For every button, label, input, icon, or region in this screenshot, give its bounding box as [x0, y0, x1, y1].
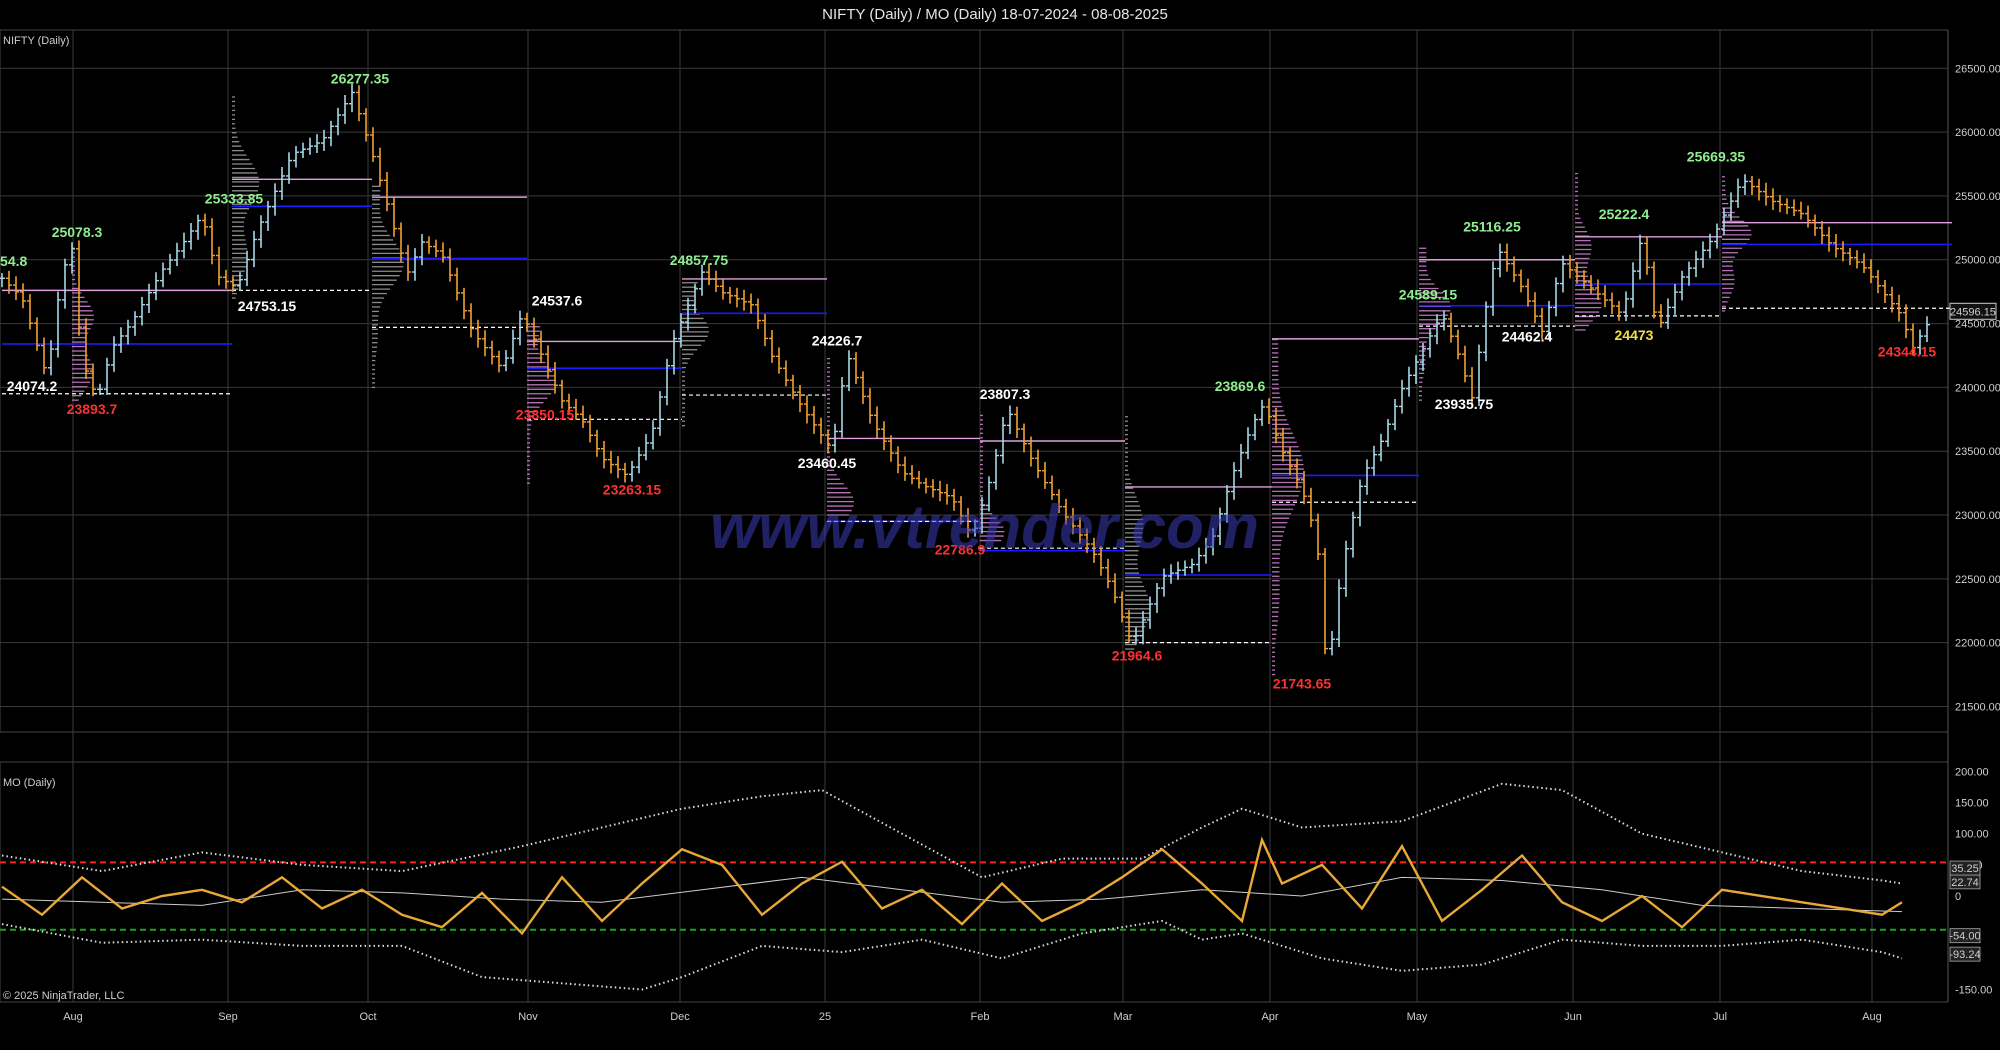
upper-envelope — [1, 782, 1903, 885]
watermark: www.vtrender.com — [710, 493, 1259, 562]
price-labels: 24854.8 25078.3 24074.2 23893.7 26277.35 2533… — [0, 71, 1936, 692]
price-label: 23869.6 — [1215, 378, 1266, 394]
price-label: 21743.65 — [1273, 676, 1332, 692]
price-label: 24074.2 — [7, 378, 58, 394]
price-label: 24226.7 — [812, 332, 863, 348]
volume-profiles — [72, 96, 1752, 676]
price-tick-label: 24000.00 — [1955, 382, 2000, 394]
month-label: Mar — [1114, 1011, 1133, 1023]
price-tick-label: 24500.00 — [1955, 319, 2000, 331]
price-axis: 21500.00 22000.00 22500.00 23000.00 23500.00… — [1949, 63, 2000, 713]
month-label: May — [1407, 1011, 1428, 1023]
price-label: 24854.8 — [0, 253, 28, 269]
lower-envelope — [1, 919, 1903, 991]
month-label: Dec — [670, 1011, 690, 1023]
month-label: Nov — [518, 1011, 538, 1023]
current-price-box — [1949, 302, 1997, 320]
mid-line — [1, 876, 1903, 913]
osc-tick-label: 100.00 — [1955, 829, 1989, 841]
price-label: 24753.15 — [238, 298, 297, 314]
price-panel-label: NIFTY (Daily) — [3, 35, 69, 47]
grid: Aug Sep Oct Nov Dec 25 Feb Mar Apr May Jun Jul Aug — [0, 29, 1949, 1023]
price-label: 21964.6 — [1112, 648, 1163, 664]
price-label: 26277.35 — [331, 71, 390, 87]
copyright: © 2025 NinjaTrader, LLC — [3, 990, 124, 1002]
month-label: Feb — [971, 1011, 990, 1023]
price-label: 25669.35 — [1687, 148, 1746, 164]
osc-panel-label: MO (Daily) — [3, 777, 56, 789]
month-label: Sep — [218, 1011, 238, 1023]
month-label: Aug — [1862, 1011, 1882, 1023]
price-label: 24857.75 — [670, 252, 729, 268]
oscillator-panel: 200.00150.00100.0050.000-150.0022.7435.2… — [0, 766, 1992, 997]
price-tick-label: 26000.00 — [1955, 127, 2000, 139]
level-lines — [2, 178, 1952, 644]
osc-tick-label: 200.00 — [1955, 766, 1989, 778]
month-label: Oct — [359, 1011, 376, 1023]
month-label: 25 — [819, 1011, 831, 1023]
price-tick-label: 22000.00 — [1955, 638, 2000, 650]
chart-title: NIFTY (Daily) / MO (Daily) 18-07-2024 - … — [822, 6, 1168, 23]
osc-value-label: -93.24 — [1949, 949, 1980, 961]
price-tick-label: 25500.00 — [1955, 191, 2000, 203]
price-tick-label: 26500.00 — [1955, 63, 2000, 75]
price-label: 24344.15 — [1878, 344, 1937, 360]
price-frame — [0, 29, 1949, 733]
osc-value-box — [1949, 860, 1981, 876]
price-tick-label: 23000.00 — [1955, 510, 2000, 522]
price-label: 24589.15 — [1399, 286, 1458, 302]
price-tick-label: 22500.00 — [1955, 574, 2000, 586]
osc-tick-label: -150.00 — [1955, 985, 1992, 997]
price-label: 25222.4 — [1599, 206, 1650, 222]
month-label: Aug — [63, 1011, 83, 1023]
price-label: 24462.4 — [1502, 328, 1553, 344]
price-label: 24537.6 — [532, 293, 583, 309]
osc-value-label: -54.00 — [1949, 931, 1980, 943]
price-label: 23850.15 — [516, 406, 575, 422]
price-label: 25333.85 — [205, 191, 264, 207]
price-label: 23893.7 — [67, 401, 118, 417]
mo-line — [1, 836, 1903, 936]
osc-frame — [0, 761, 1949, 1003]
price-label: 23460.45 — [798, 455, 857, 471]
price-label: 22786.9 — [935, 542, 986, 558]
price-bars — [0, 83, 1930, 656]
month-label: Jun — [1564, 1011, 1582, 1023]
osc-value-box — [1949, 946, 1981, 962]
price-label: 24473 — [1615, 327, 1654, 343]
price-label: 23807.3 — [980, 386, 1031, 402]
price-label: 23935.75 — [1435, 396, 1494, 412]
price-label: 25116.25 — [1463, 219, 1521, 235]
price-tick-label: 23500.00 — [1955, 446, 2000, 458]
osc-value-box — [1949, 928, 1981, 944]
osc-value-label: 35.25 — [1951, 863, 1979, 875]
current-price-label: 24596.15 — [1950, 306, 1996, 318]
osc-tick-label: 150.00 — [1955, 798, 1989, 810]
month-label: Apr — [1261, 1011, 1278, 1023]
osc-tick-label: 0 — [1955, 891, 1961, 903]
price-tick-label: 25000.00 — [1955, 255, 2000, 267]
price-tick-label: 21500.00 — [1955, 701, 2000, 713]
month-label: Jul — [1713, 1011, 1727, 1023]
price-label: 25078.3 — [52, 224, 103, 240]
price-label: 23263.15 — [603, 482, 662, 498]
osc-value-label: 22.74 — [1951, 877, 1979, 889]
